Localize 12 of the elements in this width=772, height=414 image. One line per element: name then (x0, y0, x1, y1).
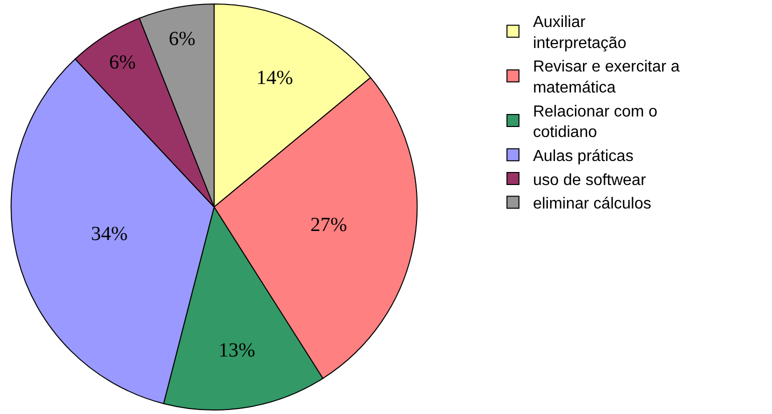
legend-label: Relacionar com o cotidiano (532, 103, 658, 142)
data-label: 14% (256, 67, 294, 90)
legend-label: Revisar e exercitar a matemática (532, 58, 680, 97)
data-label: 13% (218, 340, 256, 362)
legend-label: Auxiliar interpretação (532, 14, 626, 52)
legend-label: eliminar cálculos (532, 196, 652, 213)
data-label: 6% (109, 52, 136, 74)
legend-label: Aulas práticas (532, 148, 634, 165)
data-label: 34% (90, 222, 128, 245)
legend-label: uso de softwear (532, 172, 647, 189)
data-label: 6% (168, 28, 196, 50)
data-label: 27% (310, 214, 347, 236)
